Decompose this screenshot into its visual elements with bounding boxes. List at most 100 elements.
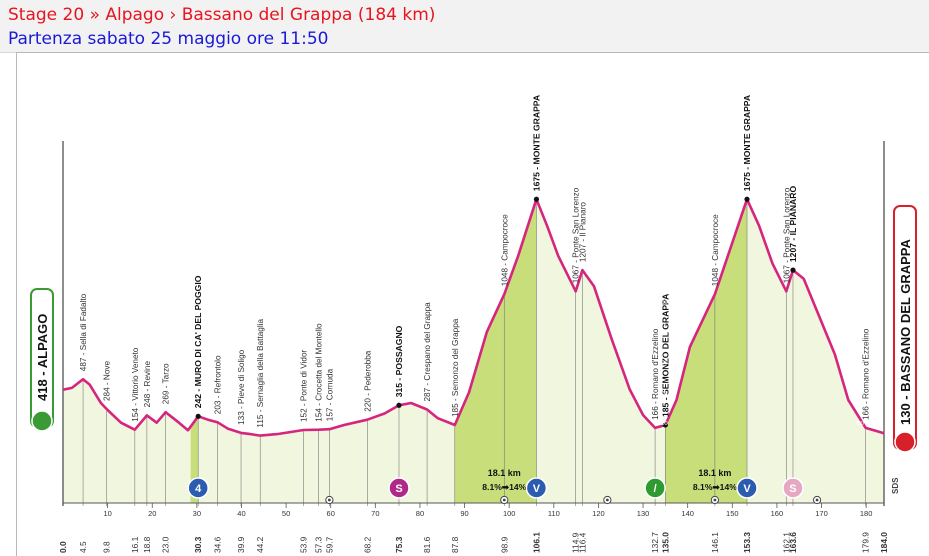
- small-marker-dot-3: [605, 498, 609, 502]
- km-mark-13: 59.7: [324, 536, 334, 553]
- altitude-scale-label: 1400: [658, 239, 670, 245]
- header-bar: Stage 20 » Alpago › Bassano del Grappa (…: [0, 0, 929, 53]
- km-mark-4: 16.1: [130, 536, 140, 553]
- point-label-17: 1048 - Campocroce: [500, 214, 509, 286]
- km-mark-12: 57.3: [314, 536, 324, 553]
- x-tick-label-12: 120: [592, 509, 605, 518]
- point-label-16: 185 - Semonzo del Grappa: [451, 318, 460, 417]
- point-label-8: 133 - Pieve di Soligo: [237, 349, 246, 425]
- summit-dot-6: [195, 413, 201, 419]
- altitude-scale-label: 200: [658, 421, 667, 427]
- km-mark-25: 153.3: [742, 532, 752, 553]
- km-mark-27: 163.6: [788, 532, 798, 553]
- altitude-scale-label: 1000: [855, 300, 867, 306]
- profile-line: [62, 197, 885, 437]
- altitude-scale-label: 600: [658, 361, 667, 367]
- category-marker-label-3: V: [533, 483, 541, 495]
- x-tick-label-10: 100: [503, 509, 516, 518]
- category-marker-3: [525, 477, 548, 499]
- x-tick-label-15: 150: [726, 509, 739, 518]
- small-marker-dot-4: [713, 498, 717, 502]
- km-mark-26: 162.1: [781, 532, 791, 553]
- point-label-1: 487 - Sella di Fadalto: [79, 293, 88, 371]
- climb-length-1: 18.1 km: [488, 468, 521, 478]
- altitude-scale-label: 1200: [855, 270, 867, 276]
- x-tick-label-4: 40: [237, 509, 245, 518]
- point-label-23: 1048 - Campocroce: [711, 214, 720, 286]
- x-tick-label-9: 90: [460, 509, 468, 518]
- km-mark-1: 0.0: [58, 541, 68, 553]
- point-label-10: 152 - Ponte di Vidor: [300, 350, 309, 422]
- x-tick-label-5: 50: [282, 509, 290, 518]
- category-marker-2: [388, 477, 410, 499]
- x-tick-label-13: 130: [637, 509, 650, 518]
- point-label-21: 166 - Romano d'Ezzelino: [651, 328, 660, 420]
- climb-area-2: [454, 199, 537, 503]
- point-label-27: 166 - Romano d'Ezzelino: [862, 328, 871, 420]
- x-tick-label-2: 20: [148, 509, 156, 518]
- km-mark-2: 4.5: [78, 541, 88, 553]
- x-tick-label-1: 10: [103, 509, 111, 518]
- km-mark-11: 53.9: [299, 536, 309, 553]
- km-mark-8: 34.6: [212, 536, 222, 553]
- x-tick-label-11: 110: [548, 509, 560, 518]
- point-label-5: 269 - Tarzo: [162, 363, 171, 404]
- category-marker-label-5: V: [743, 483, 751, 495]
- altitude-scale-label: 400: [658, 391, 667, 397]
- km-mark-15: 75.3: [394, 536, 404, 553]
- x-tick-label-7: 70: [371, 509, 379, 518]
- point-label-14: 315 - POSSAGNO: [394, 325, 404, 397]
- km-mark-20: 114.9: [571, 532, 581, 553]
- category-marker-label-1: 4: [195, 483, 202, 495]
- altitude-scale-label: 1400: [855, 239, 867, 245]
- point-label-4: 248 - Revine: [143, 361, 152, 408]
- summit-dot-24: [744, 196, 750, 202]
- altitude-scale-label: 1000: [658, 300, 670, 306]
- km-mark-28: 179.9: [861, 532, 871, 553]
- summit-dot-14: [396, 402, 402, 408]
- x-tick-label-6: 60: [327, 509, 335, 518]
- point-label-6: 242 - MURO DI CA' DEL POGGIO: [193, 275, 203, 408]
- stage-title: Stage 20 » Alpago › Bassano del Grappa (…: [8, 5, 436, 25]
- point-label-2: 284 - Nove: [103, 361, 112, 401]
- km-mark-22: 132.7: [650, 532, 660, 553]
- altitude-scale-label: 400: [855, 391, 864, 397]
- point-label-26: 1207 - IL PIANARO: [788, 186, 798, 263]
- climb-area-3: [665, 199, 747, 503]
- altitude-scale-label: 600: [855, 361, 864, 367]
- point-label-19: 1067 - Ponte San Lorenzo: [572, 187, 581, 283]
- point-label-15: 287 - Crespano del Grappa: [423, 302, 432, 402]
- summit-dot-18: [533, 196, 540, 202]
- start-label: 418 - ALPAGO: [35, 314, 50, 401]
- climb-grades-2: 8.1%➡14%: [693, 482, 737, 492]
- km-mark-19: 106.1: [531, 532, 541, 553]
- summit-dot-22: [662, 422, 668, 428]
- km-mark-23: 135.0: [660, 532, 670, 553]
- altitude-scale-label: 800: [855, 330, 864, 336]
- km-mark-18: 98.9: [499, 536, 509, 553]
- start-icon: [31, 410, 53, 432]
- point-label-20: 1207 - Il Pianaro: [578, 202, 587, 263]
- x-tick-label-18: 180: [860, 509, 873, 518]
- watermark: SDS: [891, 477, 900, 494]
- x-tick-label-17: 170: [815, 509, 828, 518]
- km-mark-14: 68.2: [362, 536, 372, 553]
- x-tick-label-16: 160: [771, 509, 784, 518]
- category-marker-5: [736, 477, 758, 499]
- climb-length-2: 18.1 km: [698, 468, 731, 478]
- km-mark-21: 116.4: [577, 532, 587, 553]
- point-label-3: 154 - Vittorio Veneto: [131, 347, 140, 421]
- small-marker-dot-1: [327, 498, 331, 502]
- x-tick-label-14: 140: [681, 509, 694, 518]
- category-marker-1: [187, 477, 209, 499]
- km-mark-7: 30.3: [193, 536, 203, 553]
- altitude-scale-label: 200: [855, 421, 864, 427]
- small-marker-dot-2: [502, 498, 506, 502]
- x-tick-label-8: 80: [416, 509, 424, 518]
- point-label-13: 220 - Pederobba: [363, 350, 372, 411]
- km-mark-10: 44.2: [255, 536, 265, 553]
- finish-label: 130 - BASSANO DEL GRAPPA: [898, 238, 913, 425]
- finish-icon: [894, 431, 916, 453]
- climb-grades-1: 8.1%➡14%: [482, 482, 526, 492]
- category-marker-6: [782, 477, 804, 499]
